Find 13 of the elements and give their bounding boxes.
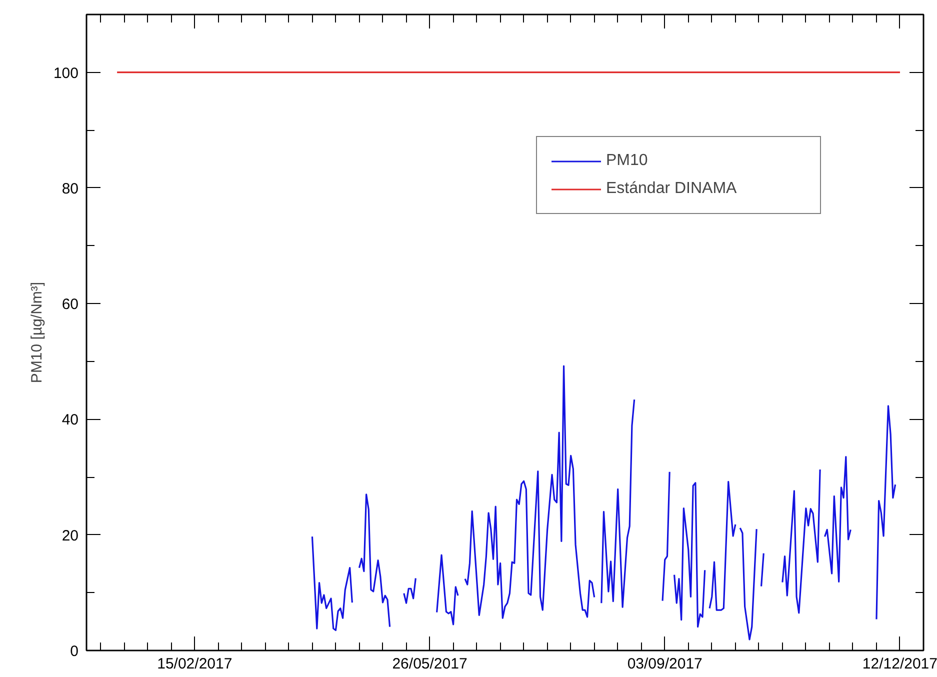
y-axis-title: PM10 [µg/Nm³] xyxy=(28,282,46,384)
x-tick-label: 03/09/2017 xyxy=(627,656,702,672)
y-tick-label: 80 xyxy=(62,180,79,198)
legend-label: PM10 xyxy=(606,152,649,170)
y-tick-label: 60 xyxy=(62,296,79,314)
x-tick-label: 12/12/2017 xyxy=(862,656,937,672)
y-tick-label: 0 xyxy=(70,643,78,660)
y-tick-label: 100 xyxy=(53,64,79,82)
legend-label: Estándar DINAMA xyxy=(606,180,738,198)
x-tick-label: 26/05/2017 xyxy=(392,656,468,672)
y-tick-label: 20 xyxy=(62,527,79,544)
y-tick-label: 40 xyxy=(62,412,79,429)
x-tick-label: 15/02/2017 xyxy=(157,656,232,672)
